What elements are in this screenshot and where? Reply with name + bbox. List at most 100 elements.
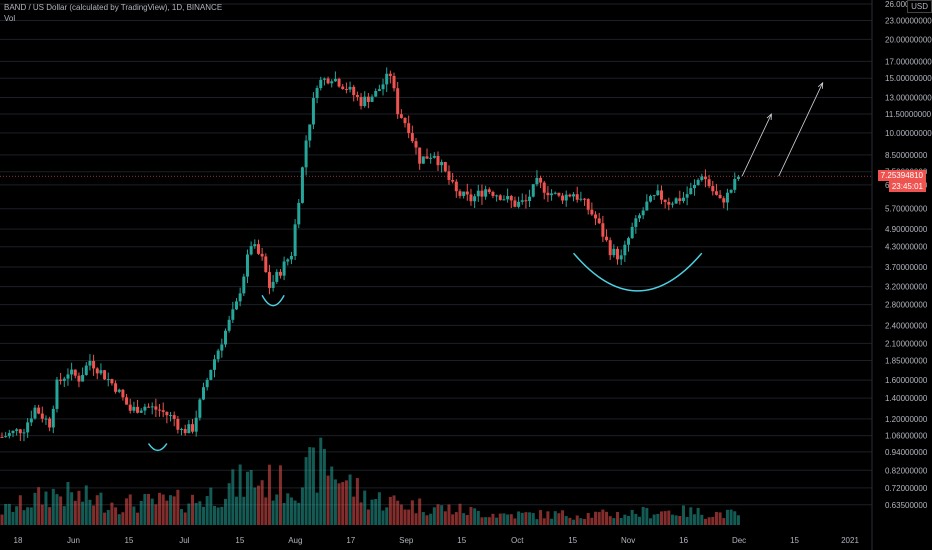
- volume-bar: [608, 516, 612, 525]
- volume-bar: [557, 513, 561, 525]
- candle-body: [161, 410, 165, 412]
- candle-body: [62, 378, 66, 381]
- candle-body: [227, 319, 231, 331]
- volume-bar: [308, 447, 312, 525]
- y-tick-label: 4.30000000: [885, 243, 928, 252]
- volume-bar: [322, 448, 326, 525]
- volume-bar: [572, 519, 576, 525]
- volume-bar: [176, 489, 180, 525]
- y-tick-label: 0.82000000: [885, 466, 928, 475]
- x-tick-label: 2021: [841, 536, 859, 545]
- volume-bar: [337, 483, 341, 525]
- candle-body: [256, 244, 260, 254]
- candle-body: [95, 368, 99, 374]
- volume-bar: [66, 481, 70, 525]
- volume-bar: [103, 512, 107, 525]
- volume-bar: [286, 493, 290, 525]
- candle-body: [557, 192, 561, 196]
- y-tick-label: 3.20000000: [885, 283, 928, 292]
- rounded-bottom-annotation: [572, 252, 703, 292]
- volume-bar: [509, 514, 513, 525]
- projection-arrow-2-head: [817, 81, 824, 89]
- candle-body: [429, 157, 433, 159]
- volume-bar: [484, 517, 488, 525]
- candle-body: [597, 218, 601, 224]
- x-tick-label: Jul: [179, 536, 189, 545]
- candle-body: [40, 413, 44, 419]
- candle-body: [326, 78, 330, 84]
- candle-body: [169, 415, 173, 417]
- candle-body: [498, 195, 502, 200]
- volume-bar: [92, 505, 96, 525]
- volume-bar: [707, 517, 711, 525]
- volume-bar: [220, 506, 224, 525]
- candle-body: [48, 418, 52, 428]
- candle-body: [473, 196, 477, 202]
- cup-annotation-june: [147, 443, 168, 452]
- candle-body: [154, 406, 158, 410]
- candle-body: [377, 89, 381, 92]
- candle-body: [231, 309, 235, 320]
- volume-bar: [95, 495, 99, 525]
- volume-indicator-label[interactable]: Vol: [4, 14, 16, 23]
- candle-body: [136, 406, 140, 413]
- candle-body: [722, 198, 726, 203]
- candle-body: [374, 91, 378, 97]
- volume-bar: [125, 498, 129, 525]
- candle-body: [612, 248, 616, 256]
- candle-body: [275, 271, 279, 282]
- volume-bar: [638, 516, 641, 525]
- candle-body: [300, 167, 304, 203]
- volume-bar: [396, 500, 400, 525]
- volume-bar: [733, 511, 737, 525]
- volume-bar: [487, 517, 491, 525]
- volume-bar: [392, 495, 396, 525]
- candle-body: [37, 407, 41, 414]
- candle-body: [11, 430, 15, 434]
- volume-bar: [443, 511, 447, 525]
- candle-body: [223, 330, 227, 345]
- volume-bar: [344, 480, 348, 525]
- candle-body: [689, 188, 693, 195]
- candle-body: [147, 406, 151, 408]
- candle-body: [407, 123, 411, 134]
- volume-bar: [245, 471, 249, 525]
- candle-body: [465, 191, 469, 195]
- candle-body: [191, 424, 195, 432]
- volume-bar: [564, 516, 568, 525]
- volume-bar: [333, 479, 337, 525]
- volume-bar: [260, 480, 264, 525]
- volume-bar: [689, 507, 693, 525]
- countdown-badge: 23:45:01: [888, 181, 926, 193]
- volume-bar: [366, 509, 370, 525]
- volume-bar: [583, 519, 587, 525]
- volume-bar: [158, 492, 162, 525]
- volume-bar: [161, 494, 165, 525]
- volume-bar: [473, 508, 477, 525]
- candle-body: [59, 379, 63, 381]
- volume-bar: [385, 507, 389, 525]
- volume-bar: [48, 507, 52, 525]
- candle-body: [198, 399, 202, 418]
- x-tick-label: 16: [679, 536, 688, 545]
- volume-bar: [150, 498, 154, 525]
- volume-bar: [418, 498, 422, 525]
- candle-body: [725, 192, 729, 203]
- volume-bar: [612, 518, 616, 525]
- volume-bar: [425, 515, 429, 525]
- candle-body: [707, 179, 711, 187]
- candle-body: [520, 200, 524, 202]
- candle-body: [630, 226, 634, 239]
- volume-bar: [725, 509, 729, 525]
- volume-bar: [659, 511, 663, 525]
- candle-body: [330, 81, 334, 84]
- candle-body: [524, 200, 528, 202]
- volume-bar: [524, 512, 528, 525]
- volume-bar: [454, 512, 458, 525]
- candle-body: [209, 369, 213, 380]
- currency-button[interactable]: USD: [907, 0, 932, 13]
- y-tick-label: 3.70000000: [885, 263, 928, 272]
- candle-body: [674, 198, 678, 204]
- volume-bar: [7, 503, 11, 525]
